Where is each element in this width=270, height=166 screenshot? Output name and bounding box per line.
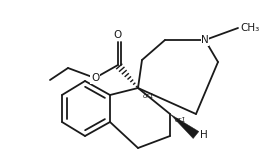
Text: CH₃: CH₃ <box>240 23 259 33</box>
Text: O: O <box>91 73 99 83</box>
Text: O: O <box>114 30 122 40</box>
Polygon shape <box>170 114 199 138</box>
Text: or1: or1 <box>175 117 187 123</box>
Text: N: N <box>201 35 209 45</box>
Text: or1: or1 <box>143 93 155 99</box>
Text: H: H <box>200 130 208 140</box>
